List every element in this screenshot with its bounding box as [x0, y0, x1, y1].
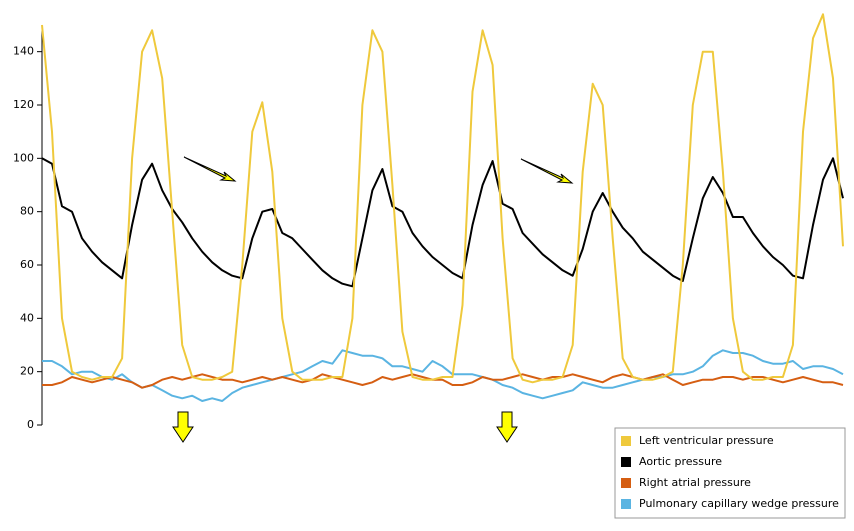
y-tick-label: 40 [20, 311, 34, 324]
series-line [42, 349, 844, 402]
y-tick-label: 80 [20, 205, 34, 218]
y-tick-label: 0 [27, 418, 34, 431]
legend-swatch [621, 436, 631, 446]
y-tick-label: 140 [13, 45, 34, 58]
legend-label: Left ventricular pressure [639, 434, 774, 447]
legend-swatch [621, 478, 631, 488]
legend-label: Right atrial pressure [639, 476, 751, 489]
y-tick-label: 100 [13, 151, 34, 164]
series-line [42, 373, 844, 389]
series-line [41, 157, 844, 288]
y-tick-label: 120 [13, 98, 34, 111]
legend-swatch [621, 457, 631, 467]
y-tick-label: 20 [20, 365, 34, 378]
series-line [41, 13, 844, 384]
y-tick-label: 60 [20, 258, 34, 271]
legend-swatch [621, 499, 631, 509]
legend-box [614, 427, 846, 519]
annotation-arrow [172, 156, 574, 443]
legend-label: Aortic pressure [639, 455, 722, 468]
legend-label: Pulmonary capillary wedge pressure [639, 497, 839, 510]
